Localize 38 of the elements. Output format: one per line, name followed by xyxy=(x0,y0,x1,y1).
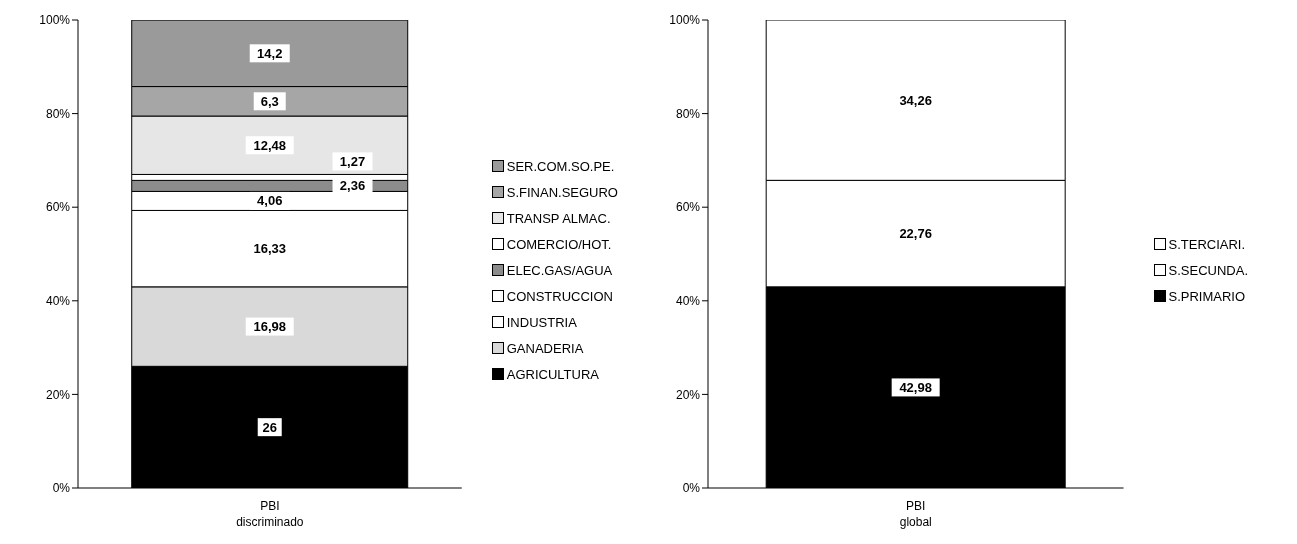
legend-label: S.TERCIARI. xyxy=(1168,236,1246,252)
y-tick-label: 60% xyxy=(45,200,71,215)
legend-label: S.SECUNDA. xyxy=(1168,262,1248,278)
data-label: 16,98 xyxy=(253,319,286,335)
data-label: 26 xyxy=(262,419,277,435)
y-tick-label: 0% xyxy=(52,481,71,496)
data-label: 42,98 xyxy=(899,379,932,395)
legend-label: SER.COM.SO.PE. xyxy=(506,158,615,174)
data-label: 2,36 xyxy=(339,178,366,194)
legend-label: ELEC.GAS/AGUA xyxy=(506,262,613,278)
x-tick-label: PBI global xyxy=(899,499,932,529)
data-label: 1,27 xyxy=(339,153,366,169)
x-tick-label: PBI discriminado xyxy=(236,499,304,529)
data-label: 22,76 xyxy=(899,226,932,242)
y-tick-label: 20% xyxy=(45,387,71,402)
data-label: 16,33 xyxy=(253,241,286,257)
y-tick-label: 80% xyxy=(45,106,71,121)
legend-label: INDUSTRIA xyxy=(506,314,577,330)
legend-label: TRANSP ALMAC. xyxy=(506,210,611,226)
y-tick-label: 20% xyxy=(675,387,701,402)
y-tick-label: 100% xyxy=(39,13,71,28)
data-label: 34,26 xyxy=(899,92,932,108)
legend-label: AGRICULTURA xyxy=(506,366,599,382)
data-label: 6,3 xyxy=(260,93,279,109)
legend-label: COMERCIO/HOT. xyxy=(506,236,612,252)
data-label: 4,06 xyxy=(257,193,283,209)
y-tick-label: 40% xyxy=(675,294,701,309)
y-tick-label: 100% xyxy=(669,13,701,28)
data-label: 12,48 xyxy=(253,137,286,153)
legend-label: CONSTRUCCION xyxy=(506,288,613,304)
y-tick-label: 80% xyxy=(675,106,701,121)
legend-label: S.PRIMARIO xyxy=(1168,288,1246,304)
legend-label: GANADERIA xyxy=(506,340,584,356)
y-tick-label: 40% xyxy=(45,294,71,309)
legend-label: S.FINAN.SEGURO xyxy=(506,184,618,200)
y-tick-label: 0% xyxy=(682,481,701,496)
y-tick-label: 60% xyxy=(675,200,701,215)
data-label: 14,2 xyxy=(257,45,283,61)
